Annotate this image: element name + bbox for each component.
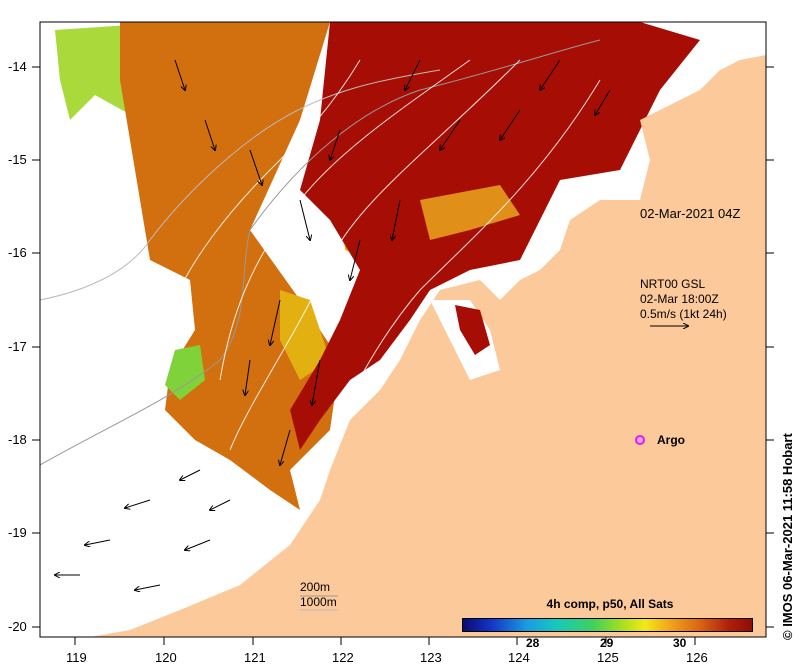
land-mass	[90, 22, 766, 637]
velocity-arrows	[55, 59, 611, 590]
lat-tick-label: -15	[8, 152, 27, 167]
colorbar-title: 4h comp, p50, All Sats	[546, 597, 674, 611]
legend-200m-label: 200m	[300, 580, 331, 594]
plot-frame	[39, 21, 767, 638]
land-inlet	[455, 305, 490, 355]
lat-tick-label: -19	[8, 525, 27, 540]
argo-label: Argo	[657, 433, 685, 447]
lon-tick-label: 121	[244, 650, 266, 665]
velocity-label-source: NRT00 GSL	[640, 277, 706, 291]
sst-colorbar	[462, 618, 753, 632]
lon-tick-label: 122	[332, 650, 354, 665]
lat-tick-label: -20	[8, 619, 27, 634]
argo-float-marker[interactable]	[635, 435, 645, 445]
sst-orange-tongue	[420, 185, 520, 240]
lat-tick-label: -17	[8, 339, 27, 354]
legend-1000m-label: 1000m	[300, 595, 337, 609]
axis-ticks	[32, 66, 774, 645]
lon-tick-label: 120	[155, 650, 177, 665]
colorbar-tick-label: 30	[673, 636, 687, 650]
colorbar-tick-label: 28	[526, 636, 540, 650]
lat-tick-label: -16	[8, 245, 27, 260]
sst-green-patch	[165, 345, 205, 400]
velocity-label-scale: 0.5m/s (1kt 24h)	[640, 307, 727, 321]
sst-warm-region	[290, 22, 700, 450]
map-timestamp: 02-Mar-2021 04Z	[640, 206, 741, 221]
lon-tick-label: 125	[597, 650, 619, 665]
colorbar-tick-label: 29	[600, 636, 614, 650]
depth-contour-200m	[40, 39, 601, 466]
depth-contour-1000m	[40, 69, 441, 301]
velocity-label-time: 02-Mar 18:00Z	[640, 292, 719, 306]
lat-tick-label: -18	[8, 432, 27, 447]
sst-yellow-patch	[280, 290, 330, 380]
lon-tick-label: 123	[420, 650, 442, 665]
credit-line: © IMOS 06-Mar-2021 11:58 Hobart	[780, 433, 795, 640]
lat-tick-label: -14	[8, 59, 27, 74]
lon-tick-label: 124	[508, 650, 530, 665]
lon-tick-label: 119	[66, 650, 87, 665]
lon-tick-label: 126	[686, 650, 708, 665]
